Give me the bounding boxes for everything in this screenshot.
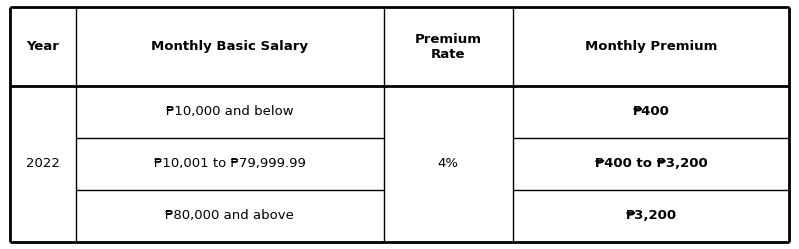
- Text: ₱400: ₱400: [633, 105, 670, 118]
- Text: Monthly Basic Salary: Monthly Basic Salary: [151, 40, 308, 53]
- Text: 2022: 2022: [26, 157, 60, 170]
- Text: Premium
Rate: Premium Rate: [415, 33, 482, 61]
- Text: ₱10,001 to ₱79,999.99: ₱10,001 to ₱79,999.99: [154, 157, 306, 170]
- Text: ₱3,200: ₱3,200: [626, 209, 677, 222]
- Text: ₱400 to ₱3,200: ₱400 to ₱3,200: [594, 157, 707, 170]
- Text: Monthly Premium: Monthly Premium: [585, 40, 718, 53]
- Text: ₱10,000 and below: ₱10,000 and below: [166, 105, 294, 118]
- Text: ₱80,000 and above: ₱80,000 and above: [165, 209, 294, 222]
- Text: Year: Year: [26, 40, 59, 53]
- Text: 4%: 4%: [438, 157, 459, 170]
